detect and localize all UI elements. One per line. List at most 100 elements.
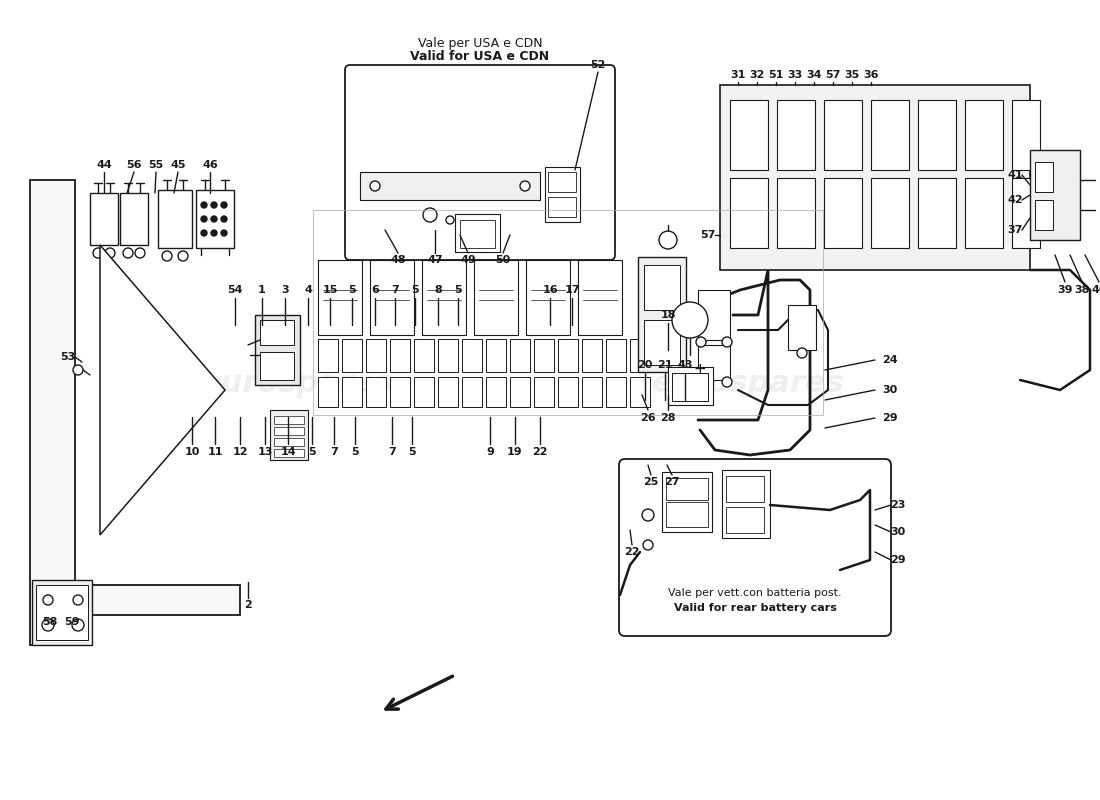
Circle shape — [696, 337, 706, 347]
Bar — [196, 190, 234, 248]
Bar — [965, 178, 1003, 248]
Circle shape — [642, 509, 654, 521]
Text: 44: 44 — [96, 160, 112, 170]
Bar — [462, 339, 482, 372]
Text: 48: 48 — [390, 255, 406, 265]
Circle shape — [446, 216, 454, 224]
Bar — [455, 214, 500, 252]
Bar — [720, 85, 1030, 270]
Text: 21: 21 — [658, 360, 673, 370]
Bar — [662, 472, 712, 532]
Circle shape — [135, 248, 145, 258]
Bar — [918, 178, 956, 248]
Text: 31: 31 — [730, 70, 746, 80]
Circle shape — [672, 302, 708, 338]
Bar — [342, 339, 362, 372]
Bar — [788, 305, 816, 350]
Text: 46: 46 — [202, 160, 218, 170]
Text: 4: 4 — [304, 285, 312, 295]
Polygon shape — [30, 180, 240, 645]
Bar — [698, 345, 730, 380]
Bar — [730, 178, 768, 248]
Text: 45: 45 — [170, 160, 186, 170]
Bar — [255, 315, 300, 385]
Bar — [871, 178, 909, 248]
Circle shape — [424, 208, 437, 222]
Text: 15: 15 — [322, 285, 338, 295]
Text: 14: 14 — [280, 447, 296, 457]
Text: 3: 3 — [282, 285, 289, 295]
Bar — [526, 260, 570, 335]
Circle shape — [722, 377, 732, 387]
Bar — [644, 320, 680, 365]
Bar — [918, 100, 956, 170]
Text: 59: 59 — [64, 617, 79, 627]
Circle shape — [221, 230, 227, 236]
Circle shape — [162, 251, 172, 261]
Bar — [777, 178, 815, 248]
Text: 34: 34 — [806, 70, 822, 80]
Bar — [630, 377, 650, 407]
Circle shape — [73, 365, 82, 375]
Text: 37: 37 — [1008, 225, 1023, 235]
Text: 55: 55 — [148, 160, 164, 170]
Bar — [777, 100, 815, 170]
Circle shape — [94, 248, 103, 258]
Text: 6: 6 — [371, 285, 378, 295]
Text: 56: 56 — [126, 160, 142, 170]
Bar — [965, 100, 1003, 170]
Text: 5: 5 — [454, 285, 462, 295]
Bar — [644, 265, 680, 310]
Text: 7: 7 — [392, 285, 399, 295]
Bar — [342, 377, 362, 407]
Text: 53: 53 — [60, 352, 76, 362]
Circle shape — [73, 595, 82, 605]
Bar — [638, 257, 686, 372]
Text: 50: 50 — [495, 255, 510, 265]
Text: 5: 5 — [349, 285, 355, 295]
Text: 47: 47 — [427, 255, 443, 265]
Bar — [474, 260, 518, 335]
Text: 43: 43 — [678, 360, 693, 370]
Text: 49: 49 — [460, 255, 476, 265]
Bar — [90, 193, 118, 245]
FancyBboxPatch shape — [619, 459, 891, 636]
Bar — [510, 339, 530, 372]
Circle shape — [221, 216, 227, 222]
Bar — [824, 178, 862, 248]
Bar — [1035, 162, 1053, 192]
Circle shape — [644, 540, 653, 550]
Text: 54: 54 — [228, 285, 243, 295]
Bar — [486, 339, 506, 372]
Text: 33: 33 — [788, 70, 803, 80]
Bar — [318, 260, 362, 335]
Circle shape — [201, 216, 207, 222]
Circle shape — [370, 181, 379, 191]
Text: 13: 13 — [257, 447, 273, 457]
Text: 25: 25 — [644, 477, 659, 487]
Bar — [726, 476, 764, 502]
Bar — [558, 339, 578, 372]
Text: 10: 10 — [185, 447, 200, 457]
Text: 30: 30 — [882, 385, 898, 395]
Bar — [422, 260, 466, 335]
Text: 42: 42 — [1008, 195, 1023, 205]
Text: 32: 32 — [749, 70, 764, 80]
Bar — [578, 260, 621, 335]
Bar — [438, 377, 458, 407]
Text: 29: 29 — [890, 555, 905, 565]
Bar — [871, 100, 909, 170]
Bar — [548, 197, 576, 217]
Circle shape — [42, 619, 54, 631]
Text: 2: 2 — [244, 600, 252, 610]
Text: 8: 8 — [434, 285, 442, 295]
Bar — [274, 449, 304, 457]
Text: 39: 39 — [1057, 285, 1072, 295]
Text: 58: 58 — [42, 617, 57, 627]
Text: 28: 28 — [660, 413, 675, 423]
Text: 5: 5 — [308, 447, 316, 457]
Bar — [558, 377, 578, 407]
Text: Valid for USA e CDN: Valid for USA e CDN — [410, 50, 550, 63]
Text: +: + — [694, 362, 706, 378]
Bar — [726, 507, 764, 533]
